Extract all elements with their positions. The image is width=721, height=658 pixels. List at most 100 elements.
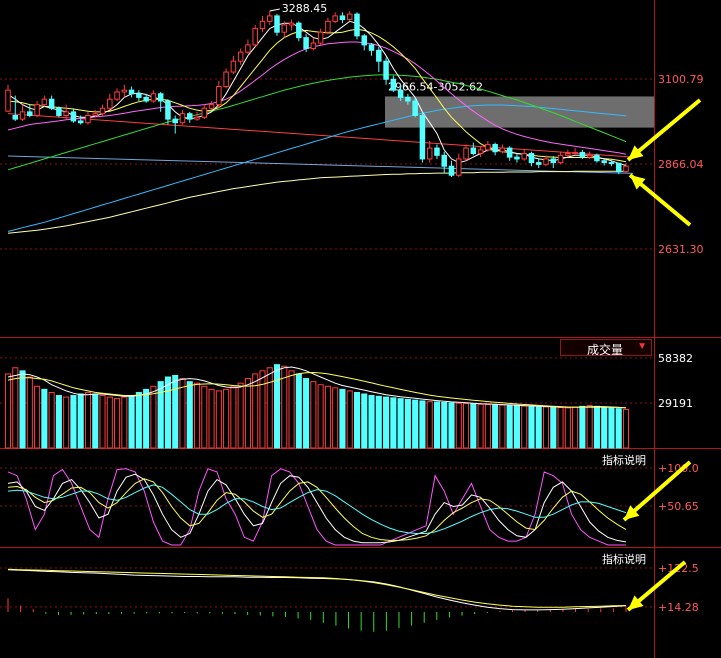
oscillator-help-button[interactable]: 指标说明 <box>602 452 654 467</box>
candle-body <box>412 100 418 116</box>
volume-bar <box>317 384 324 449</box>
volume-bar <box>201 385 208 449</box>
volume-bar <box>77 393 84 449</box>
candle-body <box>63 111 69 116</box>
volume-bar <box>157 381 164 449</box>
volume-bar <box>186 381 193 449</box>
candle-body <box>77 120 84 124</box>
candle-body <box>405 96 411 102</box>
price-panel: 3100.792866.042631.302966.54-3052.623288… <box>0 2 704 256</box>
volume-bar <box>383 396 390 449</box>
volume-tick-label: 29191 <box>658 397 693 410</box>
candle-body <box>390 78 397 91</box>
ma250-line <box>7 170 626 234</box>
macd-series-line <box>7 569 627 611</box>
candle-body <box>165 100 171 120</box>
candle-body <box>361 35 368 46</box>
volume-bar <box>593 405 600 449</box>
volume-bar <box>84 391 92 449</box>
arrow-oscillator-head <box>624 505 640 520</box>
macd-help-label: 指标说明 <box>602 553 646 566</box>
candle-body <box>34 104 40 116</box>
candle-body <box>237 51 244 62</box>
volume-tick-label: 58382 <box>658 352 693 365</box>
volume-ma10-line <box>7 371 627 409</box>
candle-body <box>5 89 11 112</box>
volume-bar <box>513 405 520 449</box>
candle-body <box>172 118 178 124</box>
candle-body <box>157 93 164 102</box>
candle-body <box>434 147 440 156</box>
price-tick-label: 3100.79 <box>658 73 704 86</box>
volume-bar <box>346 390 353 449</box>
candle-body <box>506 147 513 158</box>
volume-bar <box>295 373 302 449</box>
channel-lower-line <box>7 155 634 174</box>
candle-body <box>514 156 520 160</box>
volume-bar <box>237 382 244 449</box>
volume-bar <box>193 382 201 449</box>
candle-body <box>615 162 622 173</box>
volume-bar <box>26 376 33 449</box>
candle-body <box>230 60 237 73</box>
macd-help-button[interactable]: 指标说明 <box>602 551 654 566</box>
volume-indicator-dropdown[interactable]: 成交量 ▼ <box>560 339 652 357</box>
candle-body <box>281 24 288 33</box>
volume-bar <box>441 401 448 449</box>
candle-body <box>346 13 353 21</box>
candle-body <box>565 153 571 156</box>
volume-bar <box>579 405 586 449</box>
volume-bar <box>550 406 557 449</box>
volume-bar <box>535 406 542 449</box>
volume-bar <box>215 390 222 449</box>
ma60-line <box>7 74 627 171</box>
candle-body <box>448 165 455 176</box>
candle-body <box>332 15 338 22</box>
candle-body <box>136 93 142 98</box>
volume-bar <box>499 404 506 449</box>
volume-bar <box>164 376 171 449</box>
volume-bar <box>288 370 295 449</box>
volume-bar <box>572 406 579 449</box>
candle-body <box>535 162 542 165</box>
candle-body <box>201 107 208 118</box>
volume-bar <box>266 367 273 449</box>
volume-bar <box>310 381 317 449</box>
price-tick-label: 2631.30 <box>658 243 704 256</box>
volume-bar <box>208 388 215 449</box>
candle-body <box>194 116 200 120</box>
candle-body <box>92 113 99 116</box>
volume-bar <box>4 373 12 449</box>
volume-bar <box>455 402 462 449</box>
volume-bar <box>470 403 477 449</box>
ma20-line <box>7 41 627 155</box>
volume-bar <box>564 407 571 449</box>
volume-bar <box>244 378 251 449</box>
volume-bar <box>281 365 288 449</box>
volume-bar <box>601 406 608 449</box>
chevron-down-icon: ▼ <box>637 341 647 352</box>
volume-bar <box>608 407 615 449</box>
candle-body <box>150 93 157 102</box>
volume-bar <box>55 395 62 449</box>
volume-bar <box>106 396 113 449</box>
oscillator-series-line <box>7 484 627 534</box>
candle-body <box>245 44 251 53</box>
volume-bar <box>375 395 382 449</box>
arrow-down-right-head <box>630 175 646 190</box>
macd-series-line <box>7 568 627 608</box>
candle-body <box>572 151 578 155</box>
oscillator-tick-label: +50.65 <box>658 500 699 513</box>
volume-bar <box>92 393 99 449</box>
volume-bar <box>528 405 535 449</box>
candle-body <box>521 153 527 160</box>
volume-bar <box>615 408 622 449</box>
candle-body <box>594 154 600 162</box>
candle-body <box>557 154 564 164</box>
high-value-label: 3288.45 <box>282 2 328 15</box>
oscillator-help-label: 指标说明 <box>602 454 646 467</box>
volume-bar <box>477 403 484 449</box>
candle-body <box>216 86 222 106</box>
